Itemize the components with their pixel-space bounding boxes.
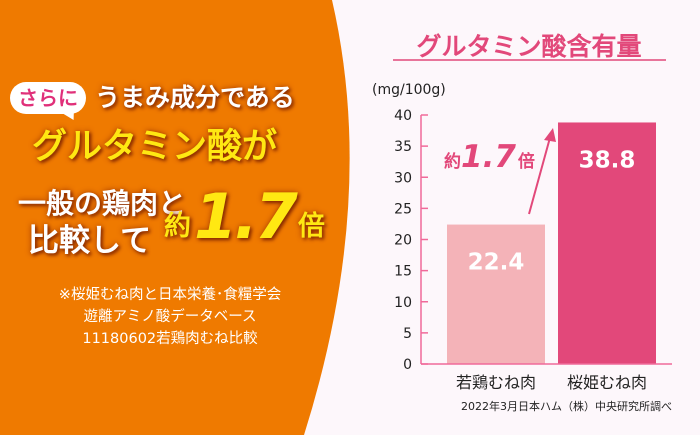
ratio-suffix: 倍: [297, 211, 325, 243]
source-note: 2022年3月日本ハム（株）中央研究所調べ: [461, 399, 672, 413]
footnote-line1: ※桜姫むね肉と日本栄養･食糧学会: [58, 287, 282, 303]
headline-line2: グルタミン酸が: [32, 127, 278, 167]
ratio-annotation: 約1.7 倍: [444, 139, 535, 175]
bar-value-label: 38.8: [579, 147, 636, 173]
x-category-label: 桜姫むね肉: [567, 373, 647, 392]
annotation-prefix: 約: [444, 151, 461, 172]
arrow-icon: [528, 128, 556, 215]
y-tick-label: 10: [394, 295, 412, 311]
y-tick-label: 0: [403, 357, 412, 373]
headline-line4: 比較して: [28, 223, 152, 259]
ratio-prefix: 約: [164, 211, 191, 243]
sarani-speech-bubble: さらに: [10, 82, 86, 114]
headline-line1: うまみ成分である: [95, 83, 295, 112]
y-axis-unit: (mg/100g): [372, 82, 446, 98]
ratio-group: 約 1.7 倍: [164, 186, 325, 248]
y-tick-label: 40: [394, 108, 412, 124]
bar-1: [447, 224, 545, 364]
y-tick-label: 35: [394, 139, 412, 155]
bar-2: [558, 122, 656, 364]
chart-title: グルタミン酸含有量: [416, 32, 641, 61]
footnote-line3: 11180602若鶏肉むね比較: [82, 331, 258, 347]
y-tick-label: 25: [394, 201, 412, 217]
y-tick-label: 30: [394, 170, 412, 186]
bar-value-label: 22.4: [468, 250, 525, 276]
y-tick-label: 15: [394, 264, 412, 280]
ratio-value: 1.7: [194, 180, 298, 253]
headline-line3: 一般の鶏肉と: [18, 187, 187, 220]
footnote-line2: 遊離アミノ酸データベース: [83, 309, 257, 325]
y-tick-label: 5: [403, 326, 412, 342]
annotation-suffix: 倍: [518, 151, 535, 172]
annotation-value: 1.7: [461, 139, 516, 175]
y-tick-label: 20: [394, 233, 412, 249]
x-category-label: 若鶏むね肉: [456, 373, 536, 392]
